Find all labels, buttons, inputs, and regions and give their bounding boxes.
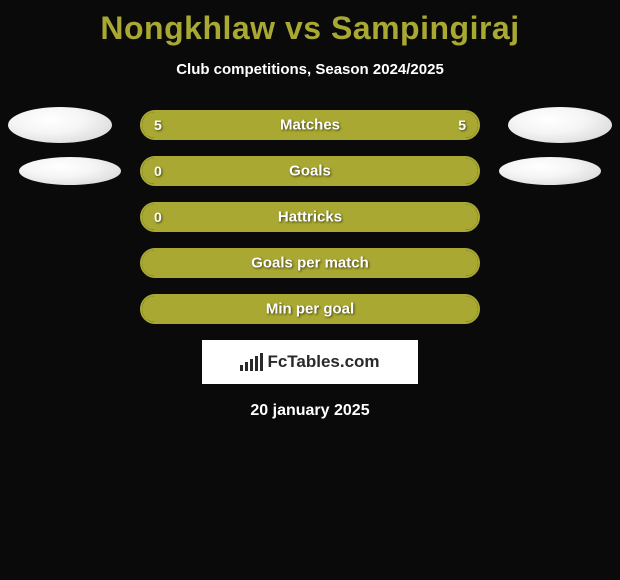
- chart-icon-bar: [260, 353, 263, 371]
- stats-container: Matches55Goals0Hattricks0Goals per match…: [0, 110, 620, 324]
- stat-label: Min per goal: [142, 301, 478, 318]
- chart-icon-bar: [255, 356, 258, 371]
- logo-text: FcTables.com: [267, 352, 379, 372]
- chart-icon-bar: [245, 362, 248, 371]
- page-title: Nongkhlaw vs Sampingiraj: [0, 0, 620, 47]
- player-orb-left: [19, 157, 121, 185]
- stat-value-left: 0: [154, 163, 162, 179]
- stat-bar: Goals per match: [140, 248, 480, 278]
- stat-value-left: 5: [154, 117, 162, 133]
- stat-row: Hattricks0: [0, 202, 620, 232]
- stat-label: Goals: [142, 163, 478, 180]
- chart-icon-bar: [250, 359, 253, 371]
- stat-row: Goals0: [0, 156, 620, 186]
- subtitle: Club competitions, Season 2024/2025: [0, 61, 620, 78]
- stat-value-left: 0: [154, 209, 162, 225]
- logo: FcTables.com: [240, 352, 379, 372]
- stat-row: Min per goal: [0, 294, 620, 324]
- stat-label: Goals per match: [142, 255, 478, 272]
- stat-value-right: 5: [458, 117, 466, 133]
- player-orb-right: [499, 157, 601, 185]
- stat-row: Goals per match: [0, 248, 620, 278]
- stat-bar: Goals0: [140, 156, 480, 186]
- stat-bar: Hattricks0: [140, 202, 480, 232]
- date-text: 20 january 2025: [0, 402, 620, 420]
- stat-bar: Min per goal: [140, 294, 480, 324]
- player-orb-right: [508, 107, 612, 143]
- stat-label: Hattricks: [142, 209, 478, 226]
- stat-row: Matches5 5: [0, 110, 620, 140]
- chart-icon: [240, 353, 263, 371]
- logo-box: FcTables.com: [202, 340, 418, 384]
- chart-icon-bar: [240, 365, 243, 371]
- stat-label: Matches: [142, 117, 478, 134]
- player-orb-left: [8, 107, 112, 143]
- stat-bar: Matches5 5: [140, 110, 480, 140]
